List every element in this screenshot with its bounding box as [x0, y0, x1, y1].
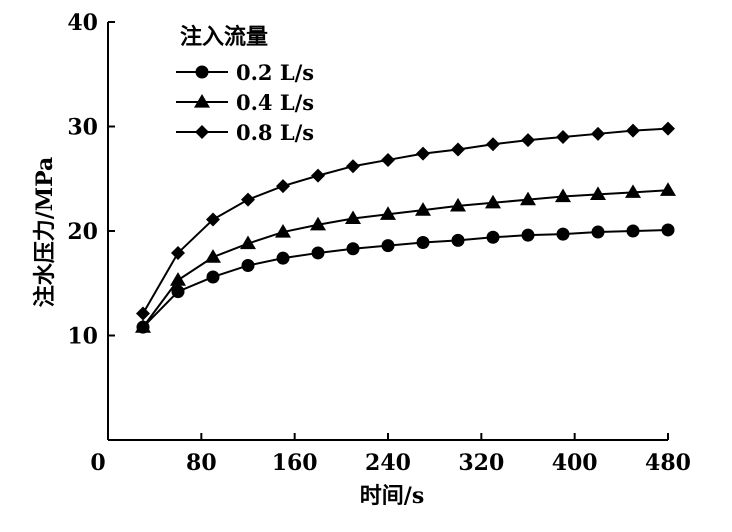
legend-entry: 0.8 L/s [176, 120, 314, 145]
y-tick-label: 20 [67, 219, 98, 245]
legend-entry: 0.4 L/s [176, 90, 314, 115]
legend-title: 注入流量 [180, 24, 268, 50]
data-point [590, 186, 606, 201]
ticks: 0 80 160 240 320 400 480 10 20 30 40 [67, 10, 691, 476]
data-point [556, 227, 570, 241]
data-point [380, 206, 396, 220]
data-point [591, 225, 605, 239]
legend-entry: 0.2 L/s [176, 60, 314, 85]
data-point [626, 224, 640, 238]
y-tick-label: 10 [67, 324, 98, 350]
y-tick-label: 40 [67, 10, 98, 36]
data-point [206, 270, 220, 284]
y-axis-title: 注水压力/MPa [32, 157, 58, 308]
data-point [310, 216, 326, 231]
data-point [486, 230, 500, 244]
series-line [142, 228, 669, 328]
x-tick-label: 160 [272, 450, 318, 476]
legend-label: 0.4 L/s [236, 90, 314, 115]
data-point [661, 223, 675, 237]
data-point [205, 249, 221, 263]
data-point [661, 121, 675, 136]
data-point [415, 202, 431, 216]
data-point [520, 191, 536, 206]
data-point [381, 152, 395, 167]
series-layer [135, 121, 676, 334]
legend-marker [194, 94, 210, 108]
legend-label: 0.8 L/s [236, 120, 314, 145]
data-point [346, 242, 360, 256]
data-point [416, 146, 430, 161]
x-tick-label: 80 [186, 450, 217, 476]
data-point [240, 235, 256, 250]
series-diamond [136, 121, 675, 321]
data-point [276, 179, 290, 194]
data-point [276, 251, 290, 265]
data-point [521, 228, 535, 242]
data-point [626, 123, 640, 138]
data-point [625, 184, 641, 198]
x-tick-label: 240 [365, 450, 411, 476]
data-point [591, 126, 605, 141]
legend-label: 0.2 L/s [236, 60, 314, 85]
data-point [346, 159, 360, 174]
x-tick-label: 320 [458, 450, 504, 476]
data-point [381, 239, 395, 253]
x-tick-label: 400 [552, 450, 598, 476]
legend-marker [195, 125, 209, 139]
series-line [142, 189, 669, 328]
data-point [556, 129, 570, 144]
data-point [206, 212, 220, 227]
data-point [555, 188, 571, 203]
data-point [486, 137, 500, 152]
data-point [345, 210, 361, 225]
data-point [171, 245, 185, 260]
x-axis-title: 时间/s [360, 483, 424, 509]
data-point [416, 235, 430, 249]
data-point [485, 194, 501, 209]
series-line [142, 127, 669, 315]
data-point [451, 142, 465, 157]
data-point [311, 246, 325, 260]
y-tick-label: 30 [67, 115, 98, 141]
data-point [275, 224, 291, 238]
data-point [170, 272, 186, 286]
data-point [660, 182, 676, 196]
data-point [135, 319, 151, 333]
axes [107, 22, 668, 441]
data-point [451, 233, 465, 247]
data-point [521, 133, 535, 148]
legend: 注入流量 0.2 L/s 0.4 L/s 0.8 L/s [176, 24, 314, 145]
data-point [171, 285, 185, 299]
data-point [136, 306, 150, 321]
data-point [311, 168, 325, 183]
x-tick-label: 0 [90, 450, 105, 476]
series-circle [136, 223, 675, 334]
data-point [241, 258, 255, 272]
data-point [450, 197, 466, 212]
x-tick-label: 480 [645, 450, 691, 476]
legend-marker [195, 65, 209, 79]
data-point [241, 192, 255, 207]
series-triangle [135, 182, 676, 333]
